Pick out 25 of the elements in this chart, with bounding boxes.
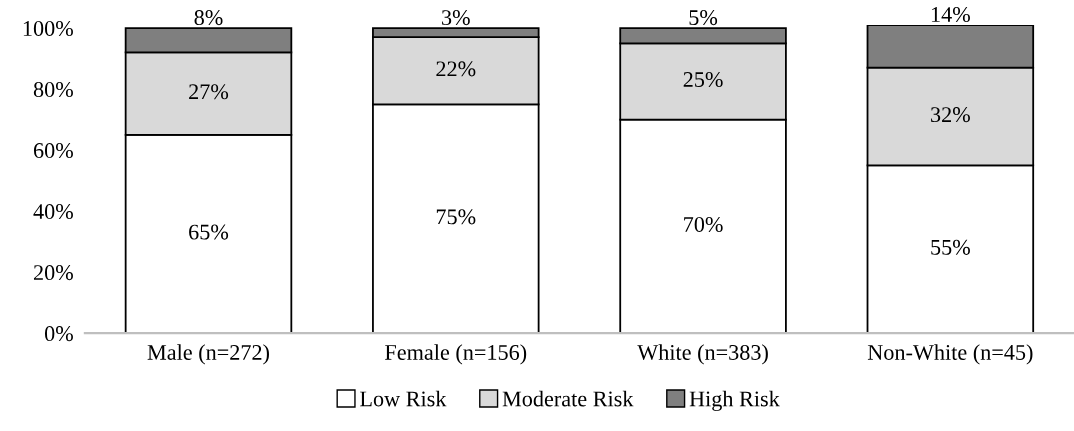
data-label: 70% (684, 216, 723, 233)
data-label: 55% (931, 239, 970, 255)
data-label: 27% (189, 84, 229, 100)
y-tick-label: 80% (33, 82, 73, 98)
y-tick-label: 60% (33, 143, 73, 159)
x-tick-label: Non-White (n=45) (867, 344, 1033, 365)
legend-label: Low Risk (360, 390, 447, 407)
legend-label: High Risk (689, 390, 780, 411)
data-label: 75% (436, 209, 476, 225)
data-label: 22% (436, 61, 476, 77)
x-tick-label: Male (n=272) (147, 344, 270, 365)
legend-label: Moderate Risk (502, 390, 634, 407)
data-label: 65% (189, 224, 229, 240)
data-label: 14% (931, 7, 970, 23)
y-tick-label: 20% (33, 265, 73, 281)
y-tick-label: 100% (23, 20, 73, 37)
data-label: 32% (931, 107, 970, 123)
y-tick-label: 0% (44, 326, 73, 342)
data-label: 5% (689, 10, 718, 26)
data-label: 25% (683, 72, 723, 88)
x-tick-label: White (n=383) (637, 344, 768, 365)
data-label: 3% (442, 10, 470, 26)
y-tick-label: 40% (33, 204, 73, 220)
data-label: 8% (194, 10, 223, 26)
x-tick-label: Female (n=156) (385, 344, 527, 365)
